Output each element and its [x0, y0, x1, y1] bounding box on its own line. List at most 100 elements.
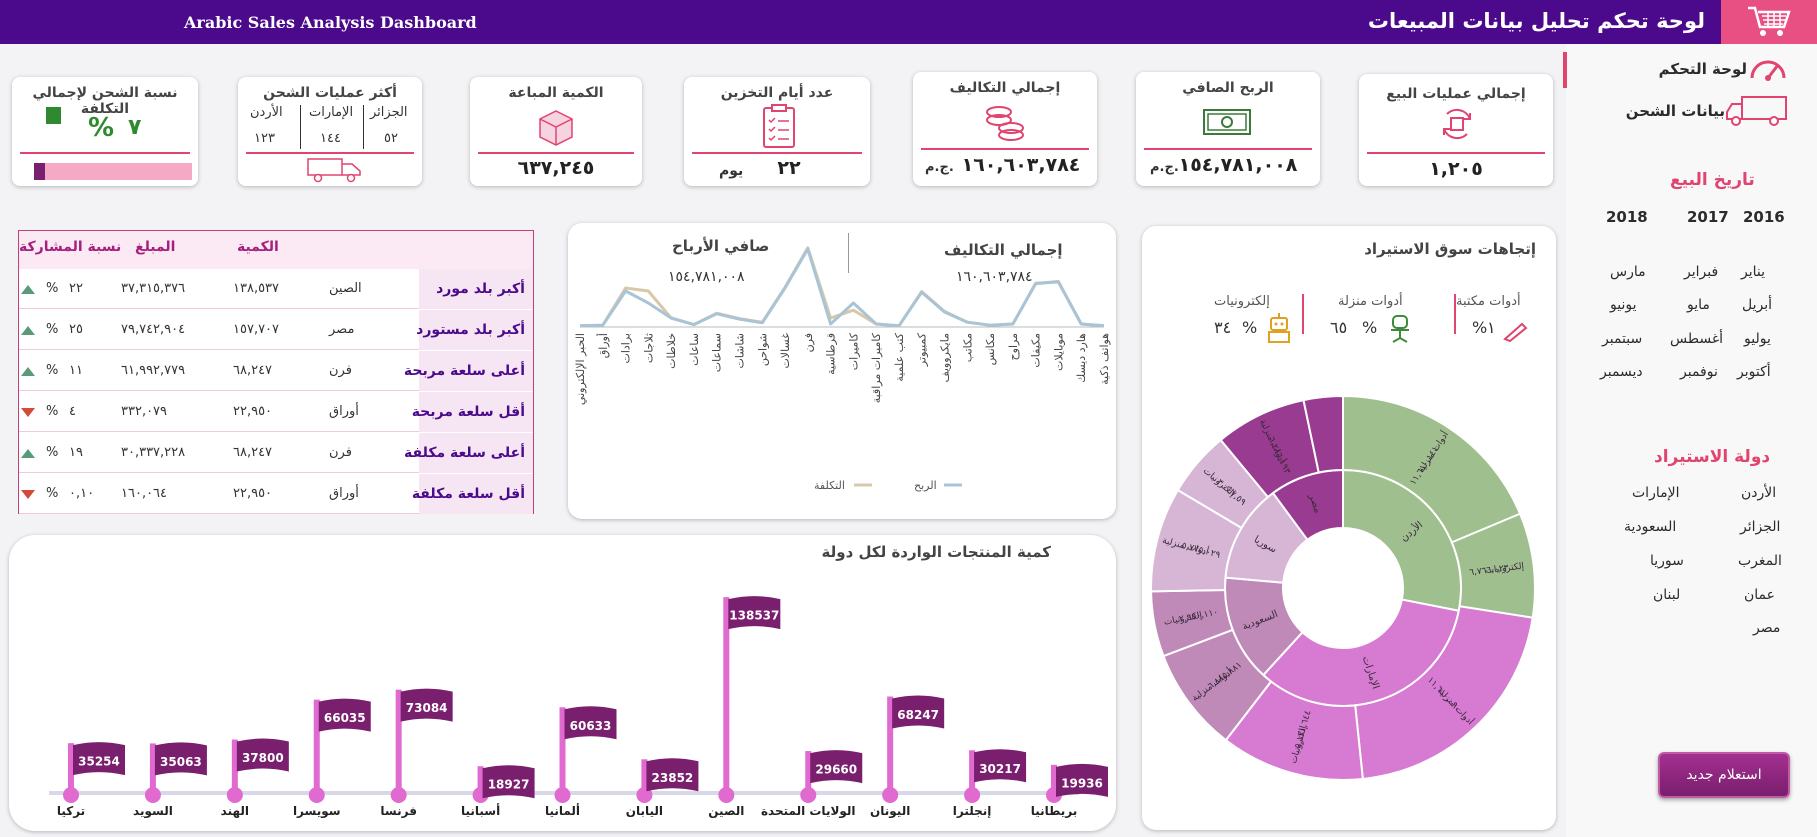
row-share: ٤ [69, 404, 76, 419]
flag-value-label: 138537 [729, 609, 779, 623]
month-jun[interactable]: يونيو [1610, 297, 1637, 313]
row-amount: ٦١,٩٩٢,٧٧٩ [121, 363, 186, 378]
dashboard-title-en: Arabic Sales Analysis Dashboard [184, 13, 477, 32]
flag-banner [728, 596, 781, 630]
legend-profit-label: الربح [914, 479, 937, 492]
kpi-value: ١,٢٠٥ [1429, 158, 1483, 180]
box-icon [539, 110, 573, 146]
month-may[interactable]: مايو [1687, 297, 1710, 313]
row-label: أقل سلعة مربحة [411, 404, 525, 420]
x-tick-label: مكيفات [1030, 333, 1043, 368]
country-label: بريطانيا [1031, 804, 1078, 818]
month-jul[interactable]: يوليو [1744, 331, 1771, 347]
summary-table: الكمية المبلغ نسبة المشاركة أكبر بلد مور… [18, 230, 534, 514]
imports-by-country-panel: كمية المنتجات الواردة لكل دولة 35254 تركي… [9, 535, 1116, 831]
country-lebanon[interactable]: لبنان [1653, 587, 1681, 603]
flag-banner [73, 742, 125, 776]
flag-pole-base [226, 787, 243, 803]
country-label: الهند [221, 804, 249, 818]
flag-banner [400, 688, 453, 722]
country-jordan[interactable]: الأردن [1741, 485, 1777, 501]
flag-value-label: 35254 [78, 755, 120, 769]
month-dec[interactable]: ديسمبر [1600, 364, 1643, 380]
row-label-bg [419, 310, 533, 350]
flag-pole-base [636, 787, 653, 803]
flag-pole [395, 689, 402, 793]
flag-value-label: 30217 [979, 762, 1021, 776]
month-mar[interactable]: مارس [1610, 264, 1646, 280]
year-2016[interactable]: 2016 [1743, 208, 1785, 226]
kpi-value: ١٥٤,٧٨١,٠٠٨ [1178, 154, 1298, 176]
x-tick-label: كاميرات مراقبة [870, 332, 883, 403]
nav-dashboard[interactable]: لوحة التحكم [1658, 60, 1747, 78]
flag-pole [477, 766, 484, 793]
kpi-value: ٦٣٧,٢٤٥ [517, 157, 595, 179]
imports-by-country-title: كمية المنتجات الواردة لكل دولة [821, 543, 1051, 561]
flag-value-label: 23852 [652, 771, 694, 785]
profit-cost-line-chart: الحبر الإلكتروني أوراق برادات ثلاجات خلاطات س… [574, 246, 1111, 492]
kpi-qty-sold: الكمية المباعة ٦٣٧,٢٤٥ [470, 77, 642, 186]
country-oman[interactable]: عمان [1744, 587, 1775, 603]
shipping-country-3: الأردن [250, 105, 283, 120]
flag-banner [810, 750, 863, 784]
x-tick-label: هواتف ذكية [1098, 333, 1111, 385]
month-jan[interactable]: يناير [1741, 264, 1766, 280]
row-item: أوراق [329, 486, 359, 501]
country-label: فرنسا [380, 804, 417, 818]
country-egypt[interactable]: مصر [1753, 620, 1781, 636]
flag-pole-base [554, 787, 571, 803]
country-syria[interactable]: سوريا [1650, 553, 1684, 569]
flag-banner [482, 765, 535, 799]
country-morocco[interactable]: المغرب [1738, 553, 1782, 569]
table-row: أعلى سلعة مكلفة فرن ٦٨,٢٤٧ ٣٠,٣٣٧,٢٢٨ ١٩% [19, 433, 533, 473]
year-2017[interactable]: 2017 [1687, 208, 1729, 226]
month-aug[interactable]: أغسطس [1670, 331, 1724, 347]
row-qty: ١٥٧,٧٠٧ [233, 322, 280, 337]
sidebar: لوحة التحكم بيانات الشحن تاريخ البيع 201… [1563, 44, 1817, 837]
country-saudi[interactable]: السعودية [1624, 519, 1677, 535]
kpi-title: نسبة الشحن لإجمالي التكلفة [32, 85, 178, 117]
country-label: ألمانيا [545, 803, 580, 818]
country-uae[interactable]: الإمارات [1632, 485, 1680, 501]
x-tick-label: موبايلات [1052, 333, 1065, 371]
kpi-title: الربح الصافي [1182, 80, 1274, 96]
row-pct: % [46, 404, 59, 419]
flag-pole-base [144, 787, 161, 803]
row-label-bg [419, 351, 533, 391]
flag-value-label: 35063 [160, 755, 202, 769]
cart-icon[interactable] [1721, 0, 1817, 44]
month-feb[interactable]: فبراير [1684, 264, 1719, 280]
category-label: أدوات مكتبة [1456, 294, 1521, 309]
country-label: سويسرا [293, 804, 341, 819]
flag-pole [969, 750, 976, 793]
country-label: اليابان [626, 804, 663, 818]
row-label: أعلى سلعة مكلفة [404, 445, 525, 461]
divider [478, 152, 634, 154]
x-tick-label: مكانس [984, 333, 997, 366]
row-qty: ٦٨,٢٤٧ [233, 445, 273, 460]
year-2018[interactable]: 2018 [1606, 208, 1648, 226]
cash-icon [1203, 109, 1251, 135]
kpi-sales-ops: إجمالي عمليات البيع ١,٢٠٥ [1359, 74, 1553, 186]
kpi-title: عدد أيام التخزين [720, 85, 834, 101]
country-algeria[interactable]: الجزائر [1740, 519, 1781, 535]
flag-value-label: 73084 [406, 701, 448, 715]
row-item: أوراق [329, 404, 359, 419]
table-header-bg [19, 231, 533, 269]
category-divider [1302, 294, 1304, 334]
chair-icon [1391, 315, 1409, 343]
kpi-unit: ج.م. [925, 160, 954, 175]
month-apr[interactable]: أبريل [1742, 297, 1773, 313]
row-qty: ٢٢,٩٥٠ [233, 486, 273, 501]
month-nov[interactable]: نوفمبر [1680, 364, 1718, 380]
month-sep[interactable]: سبتمبر [1602, 331, 1643, 347]
row-share: ١١ [69, 363, 83, 378]
new-query-button[interactable]: استعلام جديد [1658, 752, 1790, 798]
sunburst-outer-value: ٦,٧٦٦,٠٢٣ [1469, 563, 1510, 578]
month-oct[interactable]: أكتوبر [1737, 364, 1771, 380]
table-row: أعلى سلعة مربحة فرن ٦٨,٢٤٧ ٦١,٩٩٢,٧٧٩ ١١% [19, 351, 533, 391]
x-tick-label: قرطاسية [825, 333, 838, 375]
nav-shipping[interactable]: بيانات الشحن [1625, 102, 1725, 120]
row-label: أكبر بلد مورد [436, 281, 525, 297]
kpi-total-costs: إجمالي التكاليف ١٦٠,٦٠٣,٧٨٤ ج.م. [913, 72, 1097, 186]
